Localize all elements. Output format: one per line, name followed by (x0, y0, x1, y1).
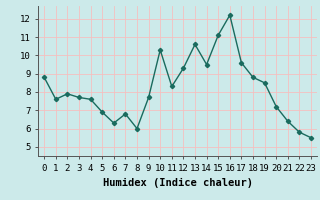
X-axis label: Humidex (Indice chaleur): Humidex (Indice chaleur) (103, 178, 252, 188)
